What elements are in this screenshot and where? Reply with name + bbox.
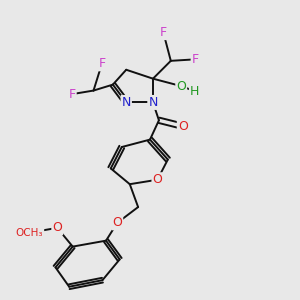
Text: O: O — [152, 173, 162, 186]
Text: H: H — [190, 85, 199, 98]
Text: F: F — [192, 53, 199, 66]
Text: F: F — [98, 57, 105, 70]
Text: O: O — [176, 80, 186, 93]
Text: O: O — [112, 216, 122, 229]
Text: N: N — [122, 96, 131, 109]
Text: F: F — [69, 88, 76, 100]
Text: O: O — [52, 221, 62, 234]
Text: F: F — [160, 26, 167, 39]
Text: N: N — [148, 96, 158, 109]
Text: O: O — [178, 120, 188, 133]
Text: OCH₃: OCH₃ — [16, 228, 44, 238]
